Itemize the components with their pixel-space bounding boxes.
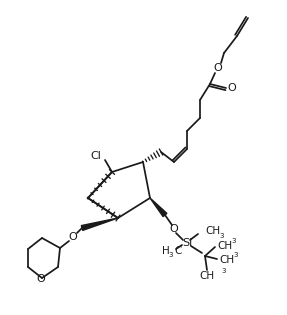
Text: O: O: [170, 224, 179, 234]
Text: O: O: [37, 274, 45, 284]
Text: 3: 3: [168, 252, 172, 258]
Text: H: H: [162, 246, 170, 256]
Text: O: O: [69, 232, 77, 242]
Text: Cl: Cl: [91, 151, 101, 161]
Text: O: O: [214, 63, 222, 73]
Text: 3: 3: [233, 252, 238, 258]
Polygon shape: [81, 218, 118, 230]
Text: 3: 3: [231, 238, 236, 244]
Text: C: C: [174, 246, 181, 256]
Text: 3: 3: [219, 233, 224, 239]
Text: CH: CH: [205, 226, 220, 236]
Polygon shape: [150, 198, 167, 217]
Text: CH: CH: [217, 241, 232, 251]
Text: CH: CH: [199, 271, 215, 281]
Text: Si: Si: [182, 238, 192, 248]
Text: CH: CH: [219, 255, 234, 265]
Text: O: O: [228, 83, 236, 93]
Text: 3: 3: [221, 268, 226, 274]
